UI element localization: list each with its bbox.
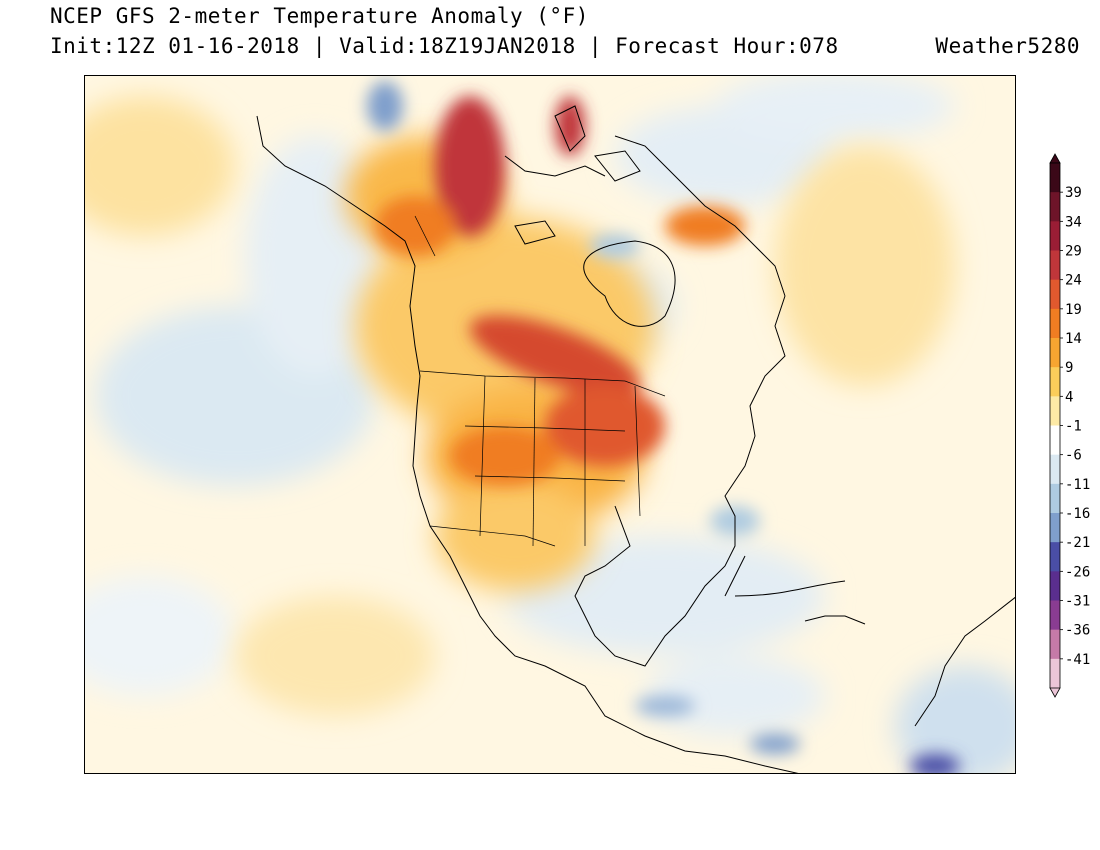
colorbar-segment [1050,250,1060,281]
colorbar-tick-label: -6 [1065,448,1082,464]
credit-label: Weather5280 [935,34,1080,58]
colorbar-segment [1050,600,1060,631]
colorbar-tick-label: -1 [1065,419,1082,435]
colorbar-bottom-arrow [1049,687,1061,698]
colorbar-tick-label: -26 [1065,564,1090,580]
map-subtitle: Init:12Z 01-16-2018 | Valid:18Z19JAN2018… [50,34,839,58]
colorbar-top-arrow [1049,153,1061,164]
colorbar-segment [1050,629,1060,660]
colorbar-tick-label: -41 [1065,652,1090,668]
colorbar-segment [1050,658,1060,689]
political-borders [414,215,666,547]
colorbar-segment [1050,367,1060,397]
map-title: NCEP GFS 2-meter Temperature Anomaly (°F… [50,4,589,28]
colorbar-tick-label: -36 [1065,623,1090,639]
colorbar-segment [1050,192,1060,222]
colorbar-tick-label: 9 [1065,360,1073,376]
colorbar-segment [1050,542,1060,572]
colorbar-tick-label: -21 [1065,535,1090,551]
colorbar-segment [1050,279,1060,310]
colorbar-tick-label: 24 [1065,273,1082,289]
colorbar-legend: 39 34 29 24 19 14 9 4 -1 -6 -11 -16 -21 -26 -31 -36 -41 [1046,153,1100,698]
anomaly-field-cold-spots [367,81,960,773]
colorbar-segment [1050,163,1060,193]
colorbar-segment [1050,338,1060,368]
colorbar-tick-label: 19 [1065,302,1082,318]
colorbar-tick-label: 34 [1065,214,1082,230]
colorbar-segment [1050,396,1060,426]
colorbar-tick-label: 14 [1065,331,1082,347]
colorbar-tick-label: 29 [1065,244,1082,260]
anomaly-map [84,75,1016,774]
colorbar-segment [1050,483,1060,514]
anomaly-field-hot [375,96,745,486]
colorbar-segment [1050,308,1060,339]
colorbar-tick-label: -31 [1065,594,1090,610]
colorbar-tick-label: -16 [1065,506,1090,522]
colorbar-tick-label: 4 [1065,389,1073,405]
colorbar-segment [1050,571,1060,601]
coastlines [256,105,1015,773]
colorbar-segment [1050,454,1060,485]
colorbar-tick-label: 39 [1065,185,1082,201]
colorbar-segment [1050,221,1060,251]
colorbar-segment [1050,425,1060,456]
colorbar-tick-label: -11 [1065,477,1090,493]
colorbar-segment [1050,513,1060,543]
